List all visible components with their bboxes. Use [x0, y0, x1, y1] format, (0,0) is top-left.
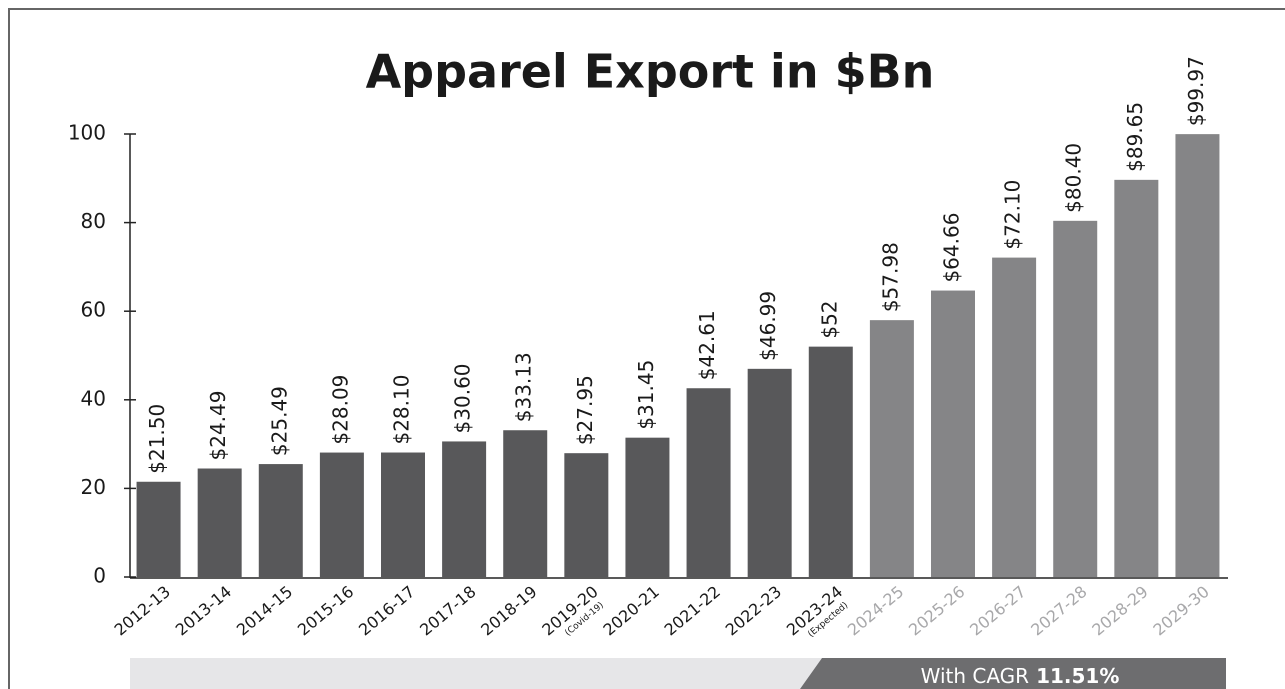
value-label: $28.10 — [390, 375, 414, 445]
bar — [1114, 179, 1159, 577]
y-tick-label: 40 — [81, 386, 106, 410]
x-tick-label: 2024-25 — [844, 582, 907, 640]
x-tick-label: 2017-18 — [416, 582, 479, 640]
bar — [931, 290, 975, 577]
cagr-text: With CAGR — [921, 664, 1030, 688]
bar — [992, 257, 1037, 577]
value-label: $33.13 — [512, 352, 536, 422]
cagr-band — [800, 658, 1226, 689]
value-label: $46.99 — [756, 291, 780, 361]
value-label: $25.49 — [267, 386, 291, 456]
value-label: $27.95 — [573, 375, 597, 445]
x-tick-label: 2012-13 — [111, 582, 174, 640]
x-tick-label: 2013-14 — [172, 582, 235, 640]
y-tick-label: 80 — [81, 209, 106, 233]
value-label: $24.49 — [206, 391, 230, 461]
bar — [197, 468, 242, 577]
cagr-value: 11.51% — [1036, 664, 1119, 688]
x-tick-label: 2021-22 — [661, 582, 724, 640]
bar — [625, 437, 670, 577]
bar — [564, 453, 609, 577]
bar — [1053, 220, 1098, 577]
y-tick-label: 20 — [81, 475, 106, 499]
value-label: $28.09 — [328, 375, 352, 445]
x-tick-label: 2018-19 — [477, 582, 540, 640]
x-tick-label: 2028-29 — [1088, 582, 1151, 640]
y-tick-label: 0 — [93, 564, 106, 588]
value-label: $31.45 — [634, 360, 658, 430]
bar — [869, 320, 914, 577]
y-tick-label: 100 — [68, 121, 106, 145]
x-tick-label: 2020-21 — [599, 582, 662, 640]
x-tick-label: 2025-26 — [905, 582, 968, 640]
value-label: $80.40 — [1062, 143, 1086, 213]
chart-title: Apparel Export in $Bn — [366, 45, 935, 99]
y-tick-label: 60 — [81, 298, 106, 322]
x-tick-label: 2016-17 — [355, 582, 418, 640]
bar — [747, 368, 792, 577]
bar — [136, 481, 181, 577]
x-tick-label: 2029-30 — [1149, 582, 1212, 640]
value-label: $57.98 — [878, 242, 902, 312]
x-tick-label: 2014-15 — [233, 582, 296, 640]
bar — [258, 464, 303, 577]
value-label: $21.50 — [145, 404, 169, 474]
value-label: $30.60 — [451, 363, 475, 433]
bar — [1175, 134, 1220, 577]
x-tick-label: 2015-16 — [294, 582, 357, 640]
value-label: $89.65 — [1123, 102, 1147, 172]
value-label: $52 — [817, 300, 841, 338]
bar — [319, 452, 364, 577]
bar — [503, 430, 548, 577]
x-tick-label: 2022-23 — [722, 582, 785, 640]
bar — [381, 452, 425, 577]
bar — [442, 441, 487, 577]
frame — [8, 8, 1285, 689]
value-label: $72.10 — [1001, 180, 1025, 250]
bar — [686, 388, 731, 577]
bar — [808, 346, 853, 577]
value-label: $64.66 — [940, 213, 964, 283]
cagr-annotation: With CAGR 11.51% — [921, 664, 1120, 688]
x-tick-label: 2026-27 — [966, 582, 1029, 640]
value-label: $99.97 — [1184, 56, 1208, 126]
x-tick-label: 2027-28 — [1027, 582, 1090, 640]
history-band — [130, 658, 822, 689]
value-label: $42.61 — [695, 310, 719, 380]
